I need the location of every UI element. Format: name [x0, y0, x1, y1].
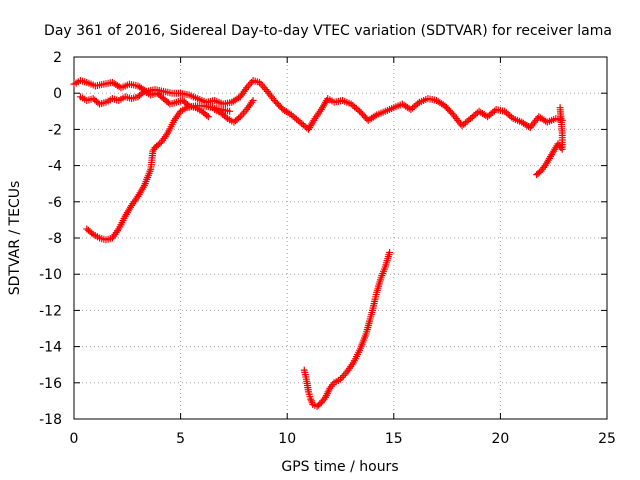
data-point	[490, 107, 498, 115]
x-tick-label: 0	[70, 431, 79, 447]
x-tick-label: 25	[598, 431, 616, 447]
data-point	[354, 106, 362, 114]
data-point	[371, 112, 379, 120]
series-rising-arc	[83, 102, 234, 244]
y-axis-label: SDTVAR / TECUs	[7, 181, 23, 296]
y-tick-label: -4	[48, 159, 62, 175]
data-point	[525, 123, 533, 131]
y-tick-label: -14	[39, 340, 62, 356]
x-tick-label: 15	[385, 431, 403, 447]
grid-lines	[74, 57, 607, 419]
series-deep-dip	[300, 248, 394, 410]
x-tick-label: 10	[278, 431, 296, 447]
data-point	[259, 82, 267, 90]
data-point	[235, 114, 243, 122]
data-point	[94, 99, 102, 107]
axis-ticks	[73, 56, 608, 420]
series-main-band	[70, 77, 566, 133]
data-point	[203, 111, 211, 119]
data-point	[164, 99, 172, 107]
data-point	[222, 113, 230, 121]
tick-labels: 0 5 10 15 20 25 -18 -16 -14 -12 -10 -8 -6 -4 -2 0 2	[39, 50, 616, 447]
data-point	[307, 397, 315, 405]
y-tick-label: 0	[53, 86, 62, 102]
y-tick-label: -10	[39, 267, 62, 283]
y-tick-label: -8	[48, 231, 62, 247]
data-point	[507, 113, 515, 121]
series-end-hook	[533, 104, 566, 179]
plot-frame	[73, 56, 608, 420]
x-tick-label: 5	[176, 431, 185, 447]
y-tick-label: -16	[39, 376, 62, 392]
data-point	[226, 107, 234, 115]
chart-title: Day 361 of 2016, Sidereal Day-to-day VTE…	[44, 23, 612, 39]
data-point	[88, 229, 96, 237]
y-tick-label: -2	[48, 122, 62, 138]
data-points	[70, 77, 566, 410]
y-tick-label: -6	[48, 195, 62, 211]
y-tick-label: 2	[53, 50, 62, 66]
y-tick-label: -18	[39, 412, 62, 428]
data-point	[204, 113, 212, 121]
x-axis-label: GPS time / hours	[281, 459, 398, 475]
data-point	[249, 96, 257, 104]
data-point	[414, 100, 422, 108]
data-point	[247, 78, 255, 86]
x-tick-label: 20	[491, 431, 509, 447]
data-point	[340, 372, 348, 380]
data-point	[556, 104, 564, 112]
data-point	[239, 109, 247, 117]
y-tick-label: -12	[39, 303, 62, 319]
data-point	[238, 111, 246, 119]
data-point	[386, 248, 394, 256]
